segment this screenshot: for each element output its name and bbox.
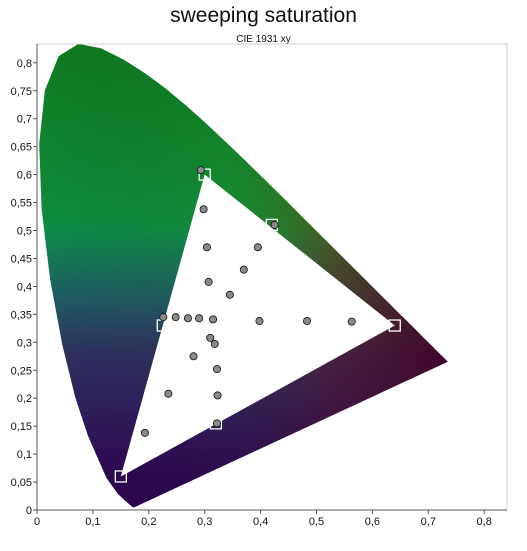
y-tick-label: 0,05 [11,477,32,489]
x-tick-label: 0,6 [365,516,380,528]
x-tick-label: 0,2 [141,516,156,528]
x-tick-label: 0,5 [309,516,324,528]
measured-circle-marker [212,365,221,374]
reference-square-marker [181,358,195,371]
reference-square-marker [114,470,127,483]
measured-circle-marker [206,333,215,342]
y-tick-label: 0,1 [17,449,32,461]
measured-circle-marker [212,419,221,428]
reference-square-marker [198,168,211,181]
x-tick-label: 0 [34,516,40,528]
reference-square-marker [156,398,169,412]
y-tick-label: 0,7 [17,114,32,126]
axes: 0 0,1 0,2 0,3 0,4 0,5 0,6 0,7 0,8 0 0,05 0,1 0,15 0,2… [11,44,507,528]
measured-circle-marker [270,220,279,229]
x-tick-label: 0,3 [197,516,212,528]
reference-square-marker [131,436,144,450]
y-tick-label: 0,2 [17,393,32,405]
reference-square-marker [388,319,401,332]
measured-circle-marker [164,389,173,398]
measured-circle-marker [239,265,248,274]
y-tick-label: 0,25 [11,365,32,377]
y-tick-label: 0,4 [17,281,32,293]
measured-circle-marker [209,315,218,324]
data-markers [114,166,401,483]
measured-circle-marker [199,205,208,214]
measured-circle-marker [171,313,180,322]
measured-circle-marker [183,314,192,323]
measured-circle-marker [196,166,205,175]
measured-circle-marker [225,290,234,299]
y-tick-label: 0,3 [17,337,32,349]
plot-area [36,43,508,511]
y-tick-label: 0,35 [11,309,32,321]
measured-circle-marker [140,428,149,437]
measured-circle-marker [302,317,311,326]
measured-circle-marker [195,314,204,323]
y-tick-label: 0,65 [11,142,32,154]
measured-circle-marker [204,277,213,286]
chart-title: sweeping saturation [170,4,357,27]
y-tick-label: 0,55 [11,198,32,210]
measured-circle-marker [347,317,356,326]
reference-square-marker [209,417,223,430]
y-tick-label: 0,5 [17,226,32,238]
measured-circle-marker [210,339,219,348]
measured-circle-marker [159,313,168,322]
reference-square-marker [198,319,211,332]
y-tick-label: 0,6 [17,170,32,182]
reference-square-marker [215,297,228,310]
measured-circle-marker [213,391,222,400]
y-tick-label: 0,75 [11,86,32,98]
x-tick-label: 0,1 [85,516,100,528]
reference-square-marker [206,347,220,360]
reference-square-marker [237,263,250,276]
measured-circle-marker [202,243,211,252]
x-tick-label: 0,4 [253,516,268,528]
y-tick-label: 0,45 [11,253,32,265]
y-tick-label: 0 [26,505,32,517]
x-tick-label: 0,7 [421,516,436,528]
x-tick-label: 0,8 [477,516,492,528]
y-tick-label: 0,15 [11,421,32,433]
measured-circle-marker [255,317,264,326]
measured-circle-marker [189,352,198,361]
chart-subtitle: CIE 1931 xy [236,34,291,45]
measured-circle-marker [253,243,262,252]
y-tick-label: 0,8 [17,58,32,70]
